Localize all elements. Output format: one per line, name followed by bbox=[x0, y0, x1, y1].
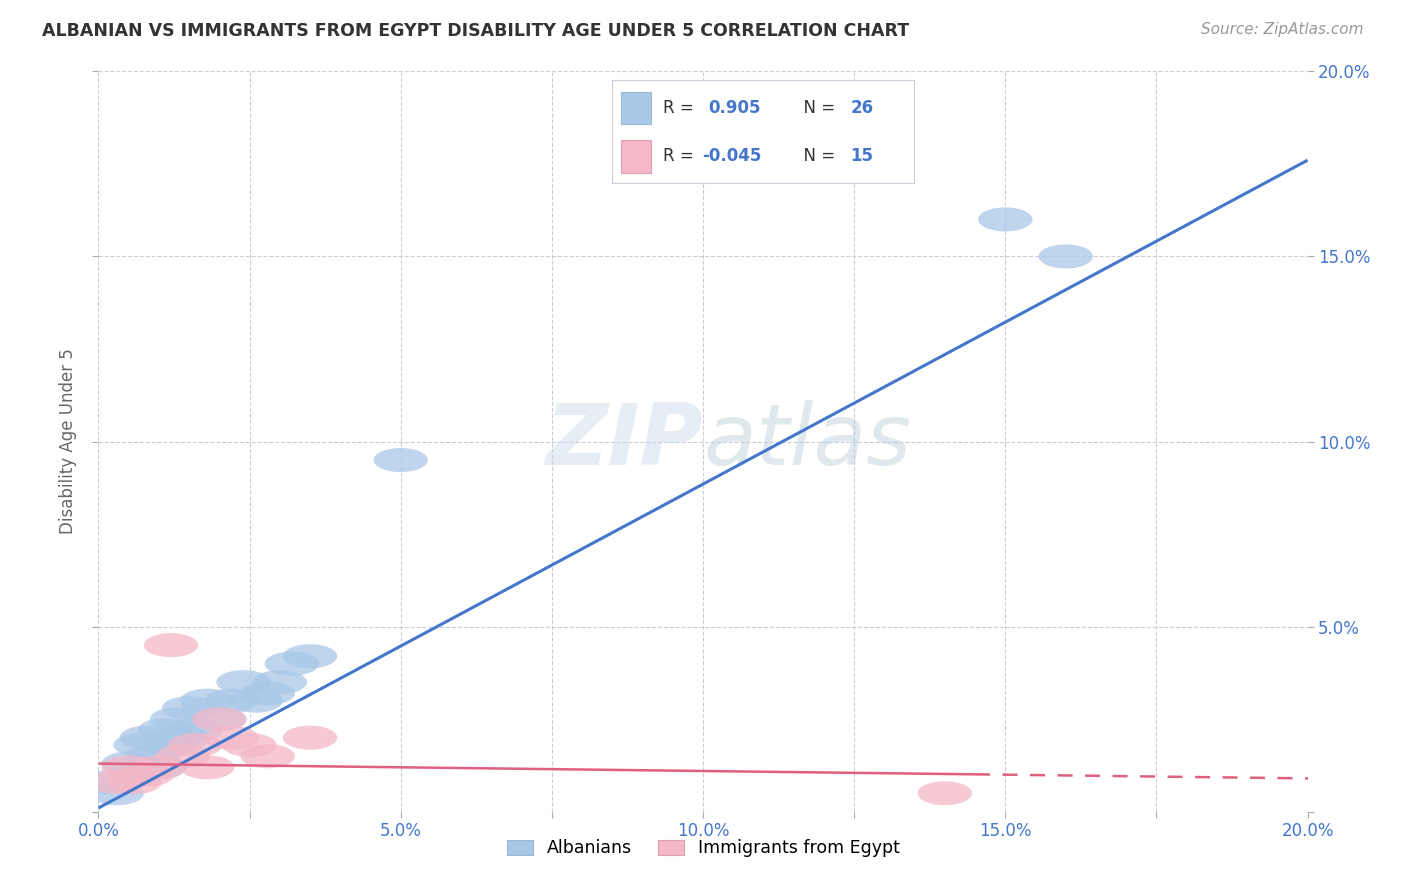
Text: 0.905: 0.905 bbox=[709, 99, 761, 117]
Ellipse shape bbox=[253, 670, 307, 694]
Ellipse shape bbox=[101, 752, 156, 776]
Text: atlas: atlas bbox=[703, 400, 911, 483]
Ellipse shape bbox=[156, 744, 211, 768]
Ellipse shape bbox=[107, 770, 162, 794]
Text: R =: R = bbox=[664, 99, 704, 117]
Ellipse shape bbox=[918, 781, 972, 805]
Legend: Albanians, Immigrants from Egypt: Albanians, Immigrants from Egypt bbox=[498, 830, 908, 866]
Ellipse shape bbox=[120, 726, 174, 749]
Ellipse shape bbox=[143, 633, 198, 657]
Y-axis label: Disability Age Under 5: Disability Age Under 5 bbox=[59, 349, 77, 534]
FancyBboxPatch shape bbox=[620, 140, 651, 173]
Ellipse shape bbox=[374, 448, 427, 472]
Text: Source: ZipAtlas.com: Source: ZipAtlas.com bbox=[1201, 22, 1364, 37]
Ellipse shape bbox=[283, 726, 337, 749]
Ellipse shape bbox=[83, 770, 138, 794]
Ellipse shape bbox=[138, 718, 193, 742]
Ellipse shape bbox=[90, 770, 143, 794]
Text: 26: 26 bbox=[851, 99, 873, 117]
Ellipse shape bbox=[120, 763, 174, 787]
Ellipse shape bbox=[240, 681, 295, 706]
Text: 15: 15 bbox=[851, 147, 873, 165]
Text: N =: N = bbox=[793, 99, 841, 117]
Ellipse shape bbox=[979, 208, 1032, 231]
Ellipse shape bbox=[101, 756, 156, 780]
Ellipse shape bbox=[222, 733, 277, 757]
Ellipse shape bbox=[132, 756, 186, 780]
FancyBboxPatch shape bbox=[620, 92, 651, 124]
Ellipse shape bbox=[1039, 244, 1092, 268]
Ellipse shape bbox=[240, 744, 295, 768]
Ellipse shape bbox=[167, 733, 222, 757]
Ellipse shape bbox=[204, 726, 259, 749]
Ellipse shape bbox=[132, 756, 186, 780]
Ellipse shape bbox=[228, 689, 283, 713]
Ellipse shape bbox=[162, 696, 217, 720]
Ellipse shape bbox=[90, 781, 143, 805]
Text: R =: R = bbox=[664, 147, 699, 165]
Ellipse shape bbox=[167, 718, 222, 742]
Ellipse shape bbox=[204, 689, 259, 713]
Ellipse shape bbox=[107, 763, 162, 787]
Text: ZIP: ZIP bbox=[546, 400, 703, 483]
Ellipse shape bbox=[125, 744, 180, 768]
Text: N =: N = bbox=[793, 147, 841, 165]
Ellipse shape bbox=[150, 707, 204, 731]
Ellipse shape bbox=[143, 733, 198, 757]
Ellipse shape bbox=[217, 670, 271, 694]
Ellipse shape bbox=[180, 689, 235, 713]
Ellipse shape bbox=[193, 707, 246, 731]
Ellipse shape bbox=[156, 726, 211, 749]
Ellipse shape bbox=[283, 644, 337, 668]
Text: ALBANIAN VS IMMIGRANTS FROM EGYPT DISABILITY AGE UNDER 5 CORRELATION CHART: ALBANIAN VS IMMIGRANTS FROM EGYPT DISABI… bbox=[42, 22, 910, 40]
Ellipse shape bbox=[193, 707, 246, 731]
Ellipse shape bbox=[180, 756, 235, 780]
Ellipse shape bbox=[114, 733, 167, 757]
Text: -0.045: -0.045 bbox=[703, 147, 762, 165]
Ellipse shape bbox=[264, 652, 319, 675]
